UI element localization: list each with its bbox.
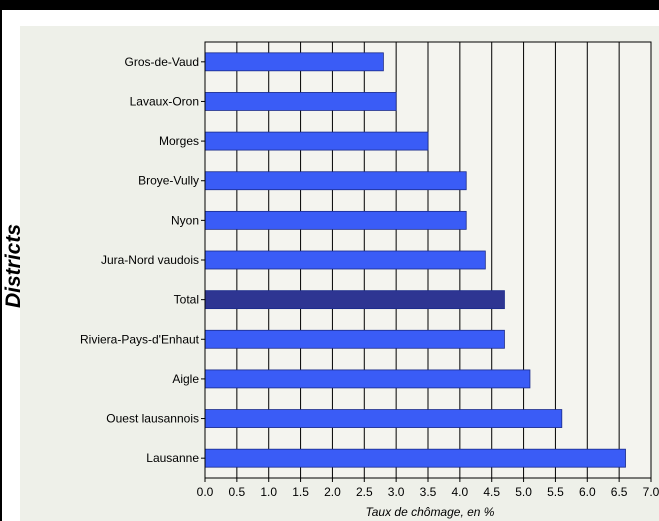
x-tick-label: 1.0 xyxy=(260,485,277,499)
bar xyxy=(204,329,505,349)
x-tick-label: 2.5 xyxy=(356,485,373,499)
x-tick-label: 5.0 xyxy=(515,485,532,499)
x-tick-label: 2.0 xyxy=(324,485,341,499)
x-tick-label: 4.5 xyxy=(483,485,500,499)
x-tick-label: 6.5 xyxy=(611,485,628,499)
x-tick-label: 7.0 xyxy=(643,485,659,499)
top-border xyxy=(0,0,659,10)
x-tick-label: 0.0 xyxy=(197,485,214,499)
bar xyxy=(204,171,467,191)
bar xyxy=(204,290,505,310)
category-label: Jura-Nord vaudois xyxy=(101,253,199,267)
x-tick-label: 3.5 xyxy=(420,485,437,499)
x-tick-label: 6.0 xyxy=(579,485,596,499)
bar-chart: 0.0 0.5 1.0 1.5 2.0 2.5 3.0 3.5 4.0 4.5 5.0 5.5 6.0 6… xyxy=(80,41,659,499)
category-label: Morges xyxy=(159,134,199,148)
bar xyxy=(204,409,563,428)
category-label: Lavaux-Oron xyxy=(130,94,199,108)
left-border xyxy=(0,10,2,521)
y-axis-label: Districts xyxy=(2,223,25,309)
bar xyxy=(204,448,626,468)
bar xyxy=(204,210,467,230)
category-label: Total xyxy=(174,293,199,307)
x-tick-label: 4.0 xyxy=(452,485,469,499)
x-tick-label: 0.5 xyxy=(229,485,246,499)
bar xyxy=(204,250,486,270)
bar xyxy=(204,369,531,389)
x-tick-label: 1.5 xyxy=(292,485,309,499)
x-axis-label: Taux de chômage, en % xyxy=(365,505,495,519)
category-label: Riviera-Pays-d'Enhaut xyxy=(80,332,200,346)
bar xyxy=(204,131,429,151)
category-label: Lausanne xyxy=(146,451,199,465)
category-label: Aigle xyxy=(172,372,199,386)
bar xyxy=(204,52,384,72)
category-label: Nyon xyxy=(171,213,199,227)
x-tick-label: 5.5 xyxy=(547,485,564,499)
category-label: Gros-de-Vaud xyxy=(125,55,199,69)
category-label: Ouest lausannois xyxy=(106,412,199,426)
x-tick-label: 3.0 xyxy=(388,485,405,499)
category-label: Broye-Vully xyxy=(138,174,199,188)
chart-area: 0.0 0.5 1.0 1.5 2.0 2.5 3.0 3.5 4.0 4.5 5.0 5.5 6.0 6… xyxy=(20,26,659,521)
bar xyxy=(204,92,397,111)
